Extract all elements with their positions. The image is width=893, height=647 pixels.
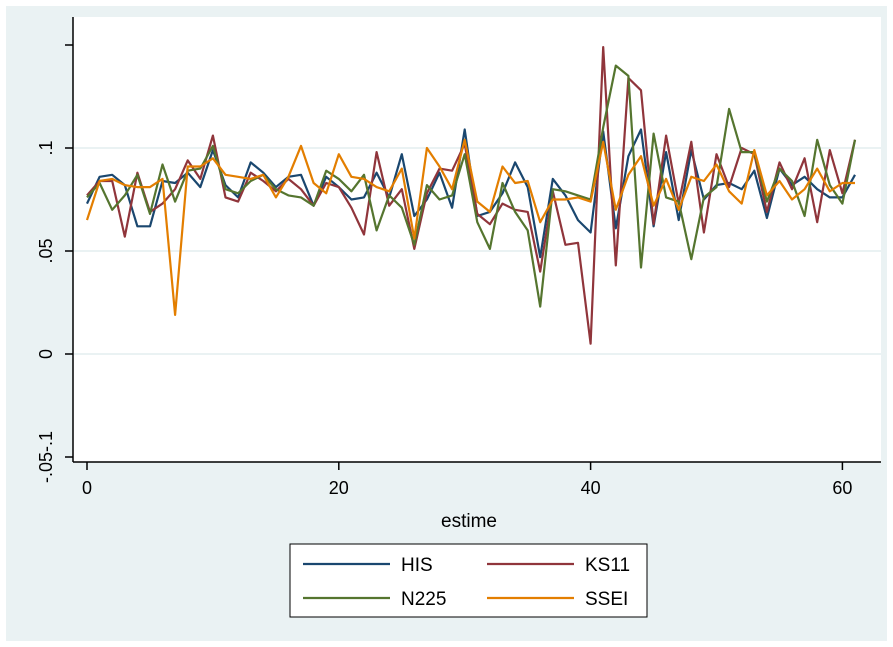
y-tick-label: .05 bbox=[36, 238, 56, 263]
x-tick-label: 0 bbox=[82, 478, 92, 498]
legend-label-ks11: KS11 bbox=[585, 555, 630, 576]
legend-items: HIS KS11 N225 SSEI bbox=[303, 555, 630, 610]
series-line-ks11 bbox=[86, 45, 857, 345]
x-tick-label: 60 bbox=[832, 478, 852, 498]
y-axis-ticks: -.05-.1 0 .05 .1 bbox=[36, 44, 73, 483]
legend: HIS KS11 N225 SSEI bbox=[289, 543, 648, 618]
series-lines bbox=[85, 45, 857, 345]
x-tick-label: 40 bbox=[581, 478, 601, 498]
series-line-ssei bbox=[85, 138, 855, 316]
x-tick-label: 20 bbox=[329, 478, 349, 498]
x-axis-ticks: 0 20 40 60 bbox=[82, 462, 852, 498]
y-tick-label: -.05-.1 bbox=[36, 431, 56, 483]
legend-label-his: HIS bbox=[401, 555, 433, 576]
legend-label-ssei: SSEI bbox=[585, 589, 628, 610]
x-axis-title: estime bbox=[441, 511, 497, 532]
legend-box bbox=[289, 543, 648, 618]
y-tick-label: 0 bbox=[36, 349, 56, 359]
legend-label-n225: N225 bbox=[401, 589, 446, 610]
y-tick-label: .1 bbox=[36, 140, 56, 155]
plot-area bbox=[73, 17, 881, 462]
series-line-n225 bbox=[86, 64, 857, 308]
